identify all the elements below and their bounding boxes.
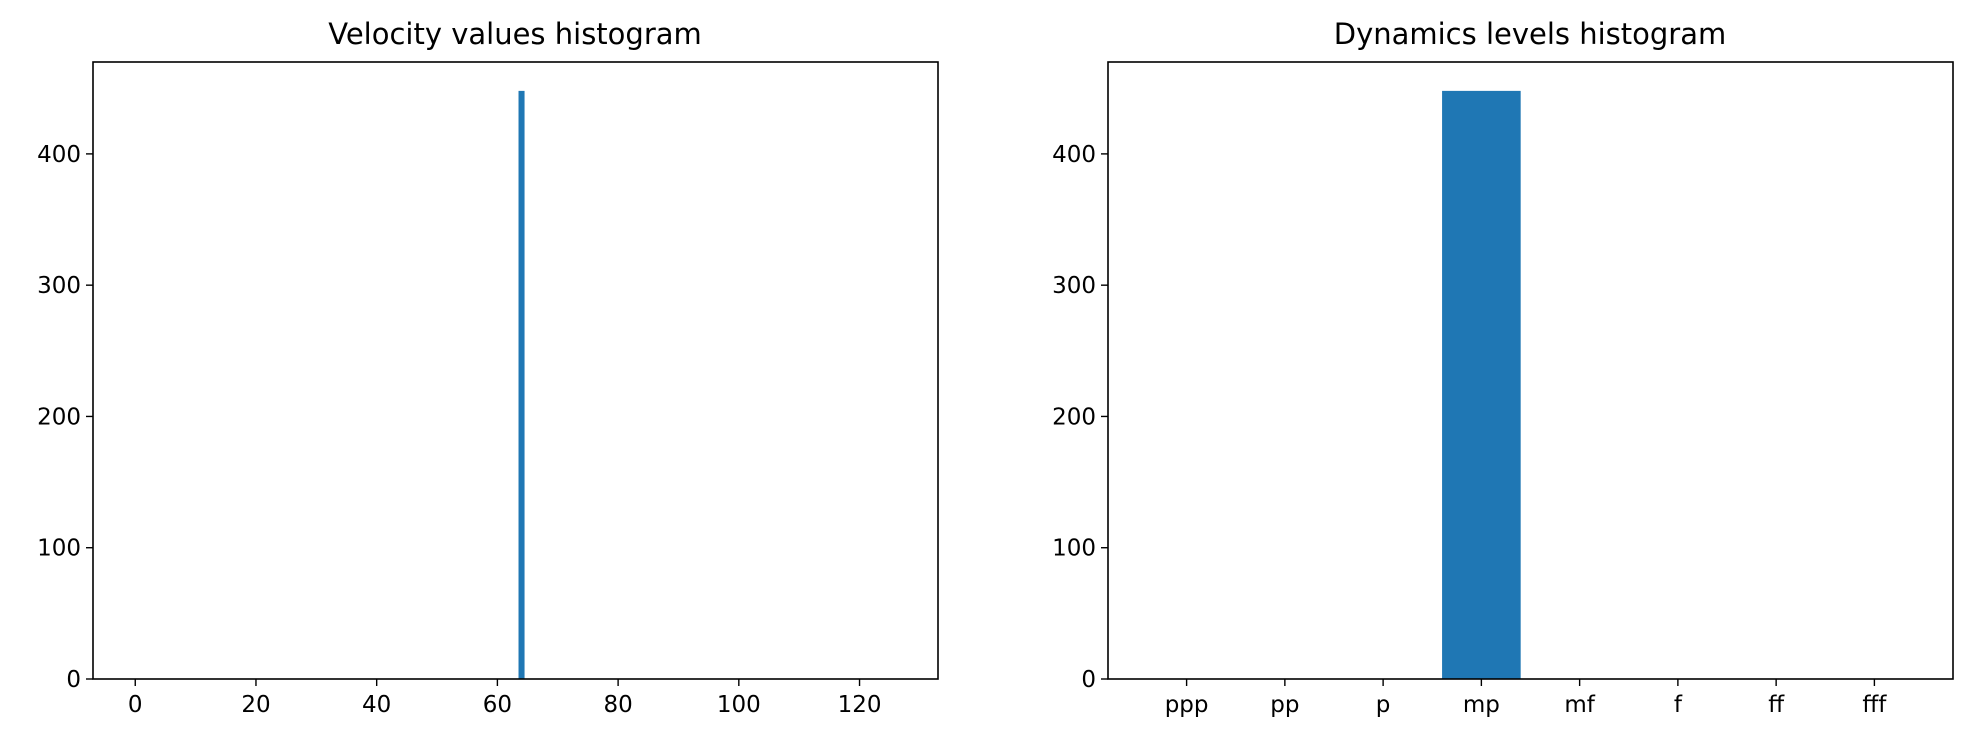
bar-mp	[1442, 90, 1521, 679]
velocity-histogram-bars	[518, 90, 525, 679]
velocity-histogram: Velocity values histogram 0100200300400 …	[37, 17, 939, 718]
x-tick-label: fff	[1862, 692, 1887, 718]
y-tick-label: 400	[1052, 142, 1096, 168]
y-tick-label: 200	[37, 404, 81, 430]
dynamics-histogram-bars	[1442, 90, 1521, 679]
y-tick-label: 100	[1052, 536, 1096, 562]
x-tick-label: f	[1674, 692, 1683, 718]
dynamics-histogram-title: Dynamics levels histogram	[1334, 17, 1727, 51]
x-tick-label: mp	[1463, 692, 1500, 718]
x-tick-label: mf	[1564, 692, 1595, 718]
x-tick-label: 120	[838, 692, 882, 718]
x-tick-label: 100	[717, 692, 761, 718]
bar-velocity-64	[518, 90, 525, 679]
x-tick-label: p	[1376, 692, 1391, 718]
x-tick-label: pp	[1270, 692, 1299, 718]
y-tick-label: 200	[1052, 404, 1096, 430]
x-tick-label: 20	[241, 692, 270, 718]
y-tick-label: 0	[1081, 667, 1096, 693]
x-tick-label: 0	[128, 692, 143, 718]
velocity-histogram-title: Velocity values histogram	[328, 17, 702, 51]
x-tick-label: ppp	[1165, 692, 1209, 718]
velocity-histogram-frame	[92, 61, 939, 680]
y-tick-label: 300	[37, 273, 81, 299]
dynamics-histogram: Dynamics levels histogram 0100200300400 …	[1052, 17, 1954, 718]
x-tick-label: 40	[362, 692, 391, 718]
velocity-histogram-y-axis: 0 100 200 300 400	[37, 142, 93, 693]
velocity-histogram-x-axis: 0 20 40 60 80 100 120	[128, 679, 882, 718]
dynamics-histogram-y-axis: 0 100 200 300 400	[1052, 142, 1108, 693]
x-tick-label: ff	[1768, 692, 1785, 718]
x-tick-label: 60	[483, 692, 512, 718]
dynamics-histogram-frame	[1107, 61, 1954, 680]
y-tick-label: 400	[37, 142, 81, 168]
y-tick-label: 0	[66, 667, 81, 693]
y-tick-label: 300	[1052, 273, 1096, 299]
dynamics-histogram-x-axis: ppp pp p mp mf f ff fff	[1165, 679, 1887, 718]
x-tick-label: 80	[603, 692, 632, 718]
y-tick-label: 100	[37, 536, 81, 562]
